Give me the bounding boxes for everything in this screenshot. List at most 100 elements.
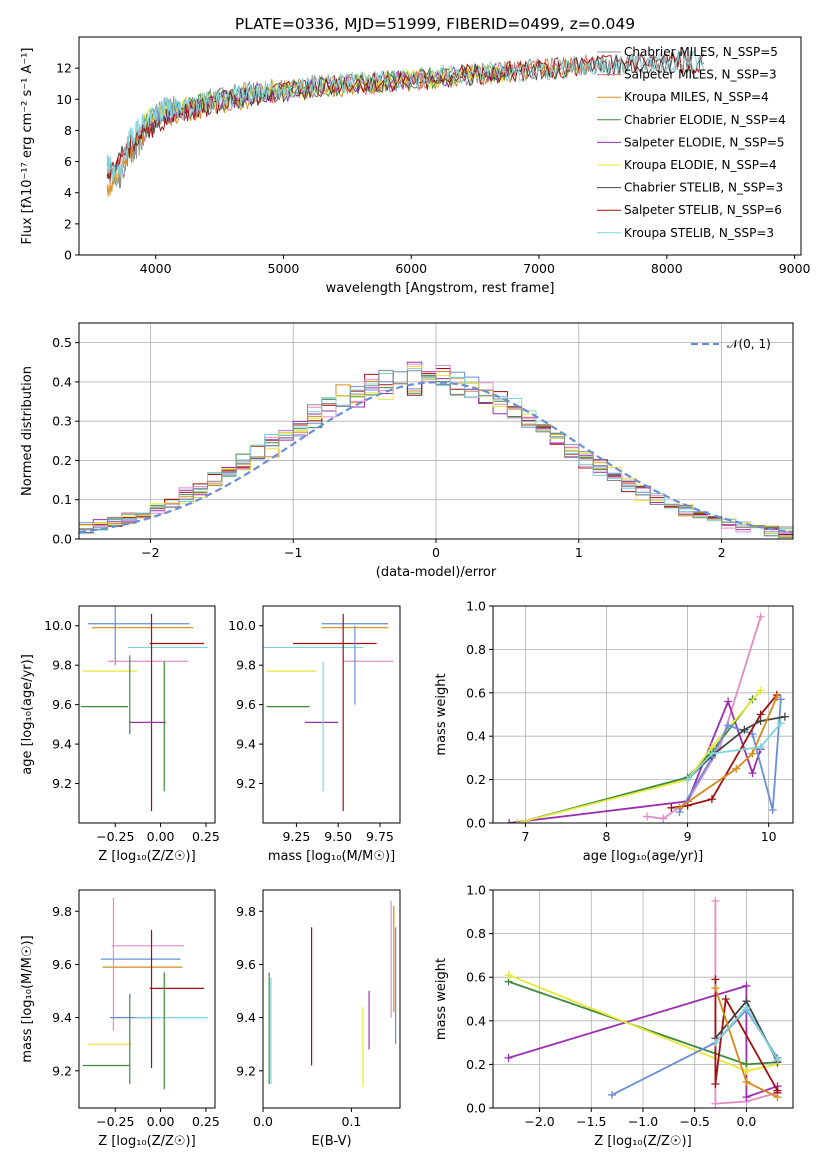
plot-area [79, 361, 793, 539]
x-tick-label: 0 [432, 545, 440, 560]
y-tick-label: 9.2 [52, 776, 72, 791]
plus-marker [504, 971, 513, 980]
plot-frame [78, 322, 794, 540]
x-axis-label: Z [log₁₀(Z/Z☉)] [594, 1134, 691, 1149]
legend-entry: Chabrier MILES, N_SSP=5 [624, 45, 778, 59]
y-tick-label: 0.8 [466, 642, 486, 657]
x-tick-label: 9.50 [324, 829, 352, 844]
y-tick-label: 9.2 [236, 1063, 256, 1078]
plot-frame [78, 889, 216, 1109]
y-tick-label: 9.2 [236, 776, 256, 791]
spectrum-line [106, 50, 705, 187]
plot-area [82, 897, 208, 1090]
x-axis-label: E(B-V) [311, 1134, 351, 1149]
x-tick-label: −1.0 [628, 1114, 658, 1129]
plus-marker [711, 1080, 720, 1089]
page-title: PLATE=0336, MJD=51999, FIBERID=0499, z=0… [235, 15, 635, 33]
plot-frame [78, 605, 216, 824]
mass-vs-Z-panel: −0.25 0.00 0.25 9.2 9.4 9.6 9.8 Z [log₁₀(Z/Z☉)]… [20, 889, 220, 1149]
x-tick-label: 10 [761, 829, 777, 844]
x-tick-label: −1.5 [576, 1114, 606, 1129]
weight-line [678, 696, 778, 809]
x-tick-label: −2.0 [524, 1114, 554, 1129]
weight-line [509, 698, 762, 823]
plus-marker [780, 712, 789, 721]
x-tick-label: 9000 [779, 261, 811, 276]
x-tick-label: 0.0 [253, 1114, 273, 1129]
x-tick-label: 0.00 [147, 829, 175, 844]
weight-line [517, 698, 754, 823]
plus-marker [742, 1003, 751, 1012]
weight-line [646, 616, 762, 820]
y-tick-label: 10.0 [44, 618, 72, 633]
x-tick-label: 8000 [651, 261, 683, 276]
x-tick-label: −1 [284, 545, 302, 560]
legend-entry: Salpeter MILES, N_SSP=3 [624, 68, 777, 82]
plus-marker [756, 743, 765, 752]
plus-marker [607, 1090, 616, 1099]
plus-marker [748, 769, 757, 778]
plot-frame [262, 605, 401, 824]
plus-marker [711, 1099, 720, 1108]
y-tick-label: 0.6 [466, 685, 486, 700]
y-tick-label: 9.6 [52, 697, 72, 712]
x-tick-label: 0.25 [192, 1114, 220, 1129]
plus-marker [707, 749, 716, 758]
y-tick-label: 0.0 [52, 532, 72, 547]
x-tick-label: −0.5 [680, 1114, 710, 1129]
plus-marker [504, 1053, 513, 1062]
plus-marker [748, 749, 757, 758]
x-tick-label: −2 [141, 545, 159, 560]
y-tick-label: 0.6 [466, 970, 486, 985]
y-axis-label: Normed distribution [20, 366, 35, 496]
x-axis-label: Z [log₁₀(Z/Z☉)] [98, 1134, 195, 1149]
weight-line [508, 984, 778, 1099]
plus-marker [711, 975, 720, 984]
plus-marker [768, 805, 777, 814]
y-tick-label: 12 [56, 61, 72, 76]
plot-area [268, 900, 397, 1087]
y-tick-label: 9.4 [52, 1010, 72, 1025]
plot-frame [262, 889, 401, 1109]
plus-marker [513, 819, 522, 823]
plot-area [106, 49, 705, 197]
legend-entry: Salpeter STELIB, N_SSP=6 [624, 203, 782, 217]
plus-marker [742, 1077, 751, 1086]
y-axis-label: mass weight [434, 958, 449, 1040]
y-tick-label: 8 [64, 123, 72, 138]
y-tick-label: 9.6 [236, 957, 256, 972]
plot-area [505, 612, 789, 823]
weight-line [686, 722, 782, 781]
plus-marker [732, 764, 741, 773]
y-tick-label: 0.0 [466, 1101, 486, 1116]
plot-area [504, 896, 782, 1108]
legend-entry: Kroupa STELIB, N_SSP=3 [624, 226, 774, 240]
y-tick-label: 9.4 [236, 737, 256, 752]
x-tick-label: 6000 [395, 261, 427, 276]
x-tick-label: 0.00 [147, 1114, 175, 1129]
x-tick-label: 0.25 [192, 829, 220, 844]
plus-marker [742, 1093, 751, 1102]
x-tick-label: 0.1 [341, 1114, 361, 1129]
plus-marker [742, 981, 751, 990]
plus-marker [776, 695, 785, 704]
x-tick-label: 8 [603, 829, 611, 844]
plus-marker [505, 819, 514, 823]
legend: Chabrier MILES, N_SSP=5 Salpeter MILES, N… [597, 45, 786, 240]
y-tick-label: 10.0 [228, 618, 256, 633]
x-tick-label: 9 [684, 829, 692, 844]
x-tick-label: −0.25 [96, 1114, 134, 1129]
plus-marker [773, 1056, 782, 1065]
x-tick-label: 4000 [140, 261, 172, 276]
residual-histogram-panel: −2 −1 0 1 2 0.0 0.1 0.2 0.3 0.4 0.5 (data-model)/er… [20, 322, 794, 580]
x-axis-label: mass [log₁₀(M/M☉)] [268, 849, 395, 864]
age-vs-mass-panel: 9.25 9.50 9.75 9.2 9.4 9.6 9.8 10.0 mass [log₁₀(… [228, 605, 401, 864]
grid [79, 323, 793, 540]
y-tick-label: 9.6 [236, 697, 256, 712]
legend-entry: Chabrier STELIB, N_SSP=3 [624, 181, 783, 195]
weight-line [517, 690, 762, 823]
x-axis-label: age [log₁₀(age/yr)] [583, 849, 704, 864]
gaussian-curve [79, 381, 793, 534]
mass-weight-vs-age-panel: 7 8 9 10 0.0 0.2 0.4 0.6 0.8 1.0 age [log₁₀(age/yr… [434, 599, 794, 864]
plus-marker [756, 686, 765, 695]
